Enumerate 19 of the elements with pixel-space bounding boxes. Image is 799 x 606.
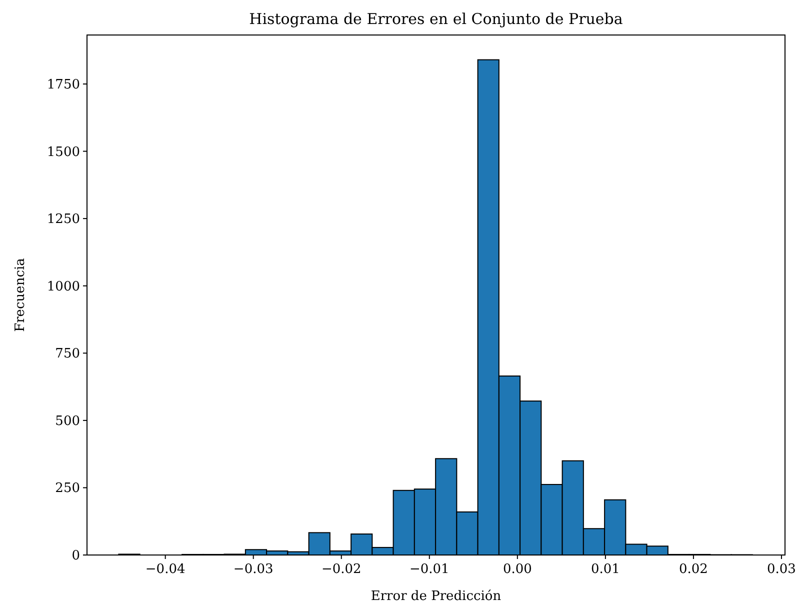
y-tick-label: 1250 [46,212,80,228]
y-tick-label: 1000 [46,279,80,294]
x-tick-label: 0.03 [767,562,796,577]
chart-title: Histograma de Errores en el Conjunto de Prueba [249,10,623,28]
x-tick-label: 0.01 [590,562,620,577]
x-axis-title: Error de Predicción [370,589,502,604]
y-tick-label: 750 [55,346,80,362]
x-tick-label: 0.02 [678,562,708,577]
y-tick-label: 1750 [46,77,80,92]
x-tick-label: −0.04 [145,562,186,577]
x-tick-label: 0.00 [502,562,532,577]
y-tick-label: 1500 [46,144,80,160]
y-tick-label: 250 [55,481,80,496]
y-tick-label: 0 [72,548,80,564]
x-tick-label: −0.03 [233,562,274,577]
x-tick-label: −0.01 [409,562,450,577]
x-tick-label: −0.02 [321,562,362,577]
y-axis-title: Frecuencia [13,258,28,332]
y-tick-label: 500 [55,414,80,429]
